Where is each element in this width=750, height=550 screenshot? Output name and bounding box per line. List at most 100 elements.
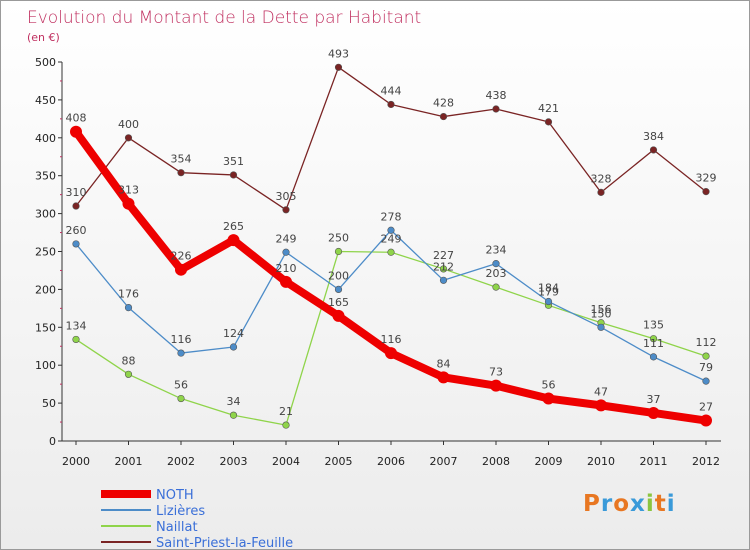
data-label: 21	[279, 405, 293, 418]
data-label: 79	[699, 361, 713, 374]
data-label: 73	[489, 366, 503, 379]
data-label: 260	[66, 224, 87, 237]
data-label: 200	[328, 269, 349, 282]
data-label: 124	[223, 327, 244, 340]
logo-letter: x	[630, 491, 646, 517]
data-label: 329	[696, 172, 717, 185]
data-label: 47	[594, 385, 608, 398]
data-point	[595, 399, 607, 412]
x-tick-label: 2010	[587, 455, 615, 468]
data-point	[649, 353, 658, 361]
data-label: 249	[276, 232, 297, 245]
logo-letter: r	[600, 491, 614, 517]
data-point	[177, 349, 185, 357]
data-point	[439, 276, 448, 284]
data-label: 179	[538, 285, 559, 298]
y-tick-label: 100	[35, 359, 56, 372]
data-label: 234	[486, 244, 507, 257]
x-tick-label: 2001	[115, 455, 143, 468]
data-label: 354	[171, 153, 192, 166]
data-label: 116	[381, 333, 402, 346]
data-point	[702, 377, 710, 385]
y-tick-label: 0	[49, 435, 56, 448]
proxiti-logo: Proxiti	[583, 491, 676, 517]
y-tick-label: 350	[35, 170, 56, 183]
data-label: 310	[66, 186, 87, 199]
x-tick-label: 2012	[692, 455, 720, 468]
data-point	[124, 303, 133, 312]
data-point	[544, 118, 553, 126]
data-point	[439, 265, 448, 273]
data-point	[124, 134, 133, 142]
data-label: 37	[647, 393, 661, 406]
logo-letter: P	[583, 491, 601, 517]
data-point	[597, 323, 605, 331]
data-point	[492, 283, 500, 291]
data-label: 400	[118, 118, 139, 131]
data-point	[334, 285, 343, 294]
data-point	[437, 371, 450, 384]
data-point	[387, 226, 395, 234]
x-tick-label: 2000	[62, 455, 90, 468]
data-label: 184	[538, 282, 559, 295]
data-point	[124, 370, 133, 378]
series-layer	[70, 63, 712, 429]
data-label: 203	[486, 267, 507, 280]
data-point	[282, 206, 290, 214]
data-point	[72, 240, 80, 248]
data-label: 156	[591, 303, 612, 316]
logo-letter: t	[654, 491, 667, 517]
x-tick-label: 2002	[167, 455, 195, 468]
data-label: 176	[118, 288, 139, 301]
legend: NOTHLizièresNaillatSaint-Priest-la-Feuil…	[101, 488, 293, 549]
data-point	[492, 260, 500, 268]
y-tick-label: 450	[35, 94, 56, 107]
x-tick-label: 2006	[377, 455, 405, 468]
y-tick-label: 150	[35, 321, 56, 334]
data-point	[700, 414, 712, 427]
data-label: 227	[433, 249, 454, 262]
data-label: 493	[328, 47, 349, 60]
y-tick-label: 400	[35, 132, 56, 145]
y-tick-label: 300	[35, 208, 56, 221]
data-point	[544, 297, 553, 306]
data-label: 249	[381, 232, 402, 245]
data-label: 278	[381, 210, 402, 223]
data-point	[229, 343, 238, 351]
chart-subtitle: (en €)	[27, 31, 60, 44]
data-label: 116	[171, 333, 192, 346]
data-point	[492, 105, 500, 113]
data-label: 210	[276, 262, 297, 275]
logo-letter: i	[645, 491, 655, 517]
data-label: 112	[696, 336, 717, 349]
data-label: 428	[433, 97, 454, 110]
data-point	[72, 202, 80, 210]
data-point	[280, 275, 292, 288]
data-label: 135	[643, 319, 664, 332]
x-tick-label: 2003	[220, 455, 248, 468]
data-label: 438	[486, 89, 507, 102]
data-point	[649, 146, 658, 154]
data-label: 351	[223, 155, 244, 168]
data-point	[332, 309, 345, 322]
legend-label-0: NOTH	[156, 488, 194, 503]
data-point	[542, 392, 555, 405]
data-label: 165	[328, 296, 349, 309]
x-tick-label: 2007	[430, 455, 458, 468]
data-point	[387, 248, 395, 256]
data-label: 27	[699, 401, 713, 414]
logo-letter: o	[613, 491, 631, 517]
data-label: 408	[66, 112, 87, 125]
data-point	[229, 171, 238, 179]
x-tick-label: 2008	[482, 455, 510, 468]
y-tick-label: 200	[35, 283, 56, 296]
data-label: 88	[122, 354, 136, 367]
x-tick-label: 2004	[272, 455, 300, 468]
data-label: 226	[171, 250, 192, 263]
data-point	[227, 234, 240, 247]
data-label: 212	[433, 260, 454, 273]
x-tick-label: 2009	[535, 455, 563, 468]
data-point	[122, 197, 135, 210]
